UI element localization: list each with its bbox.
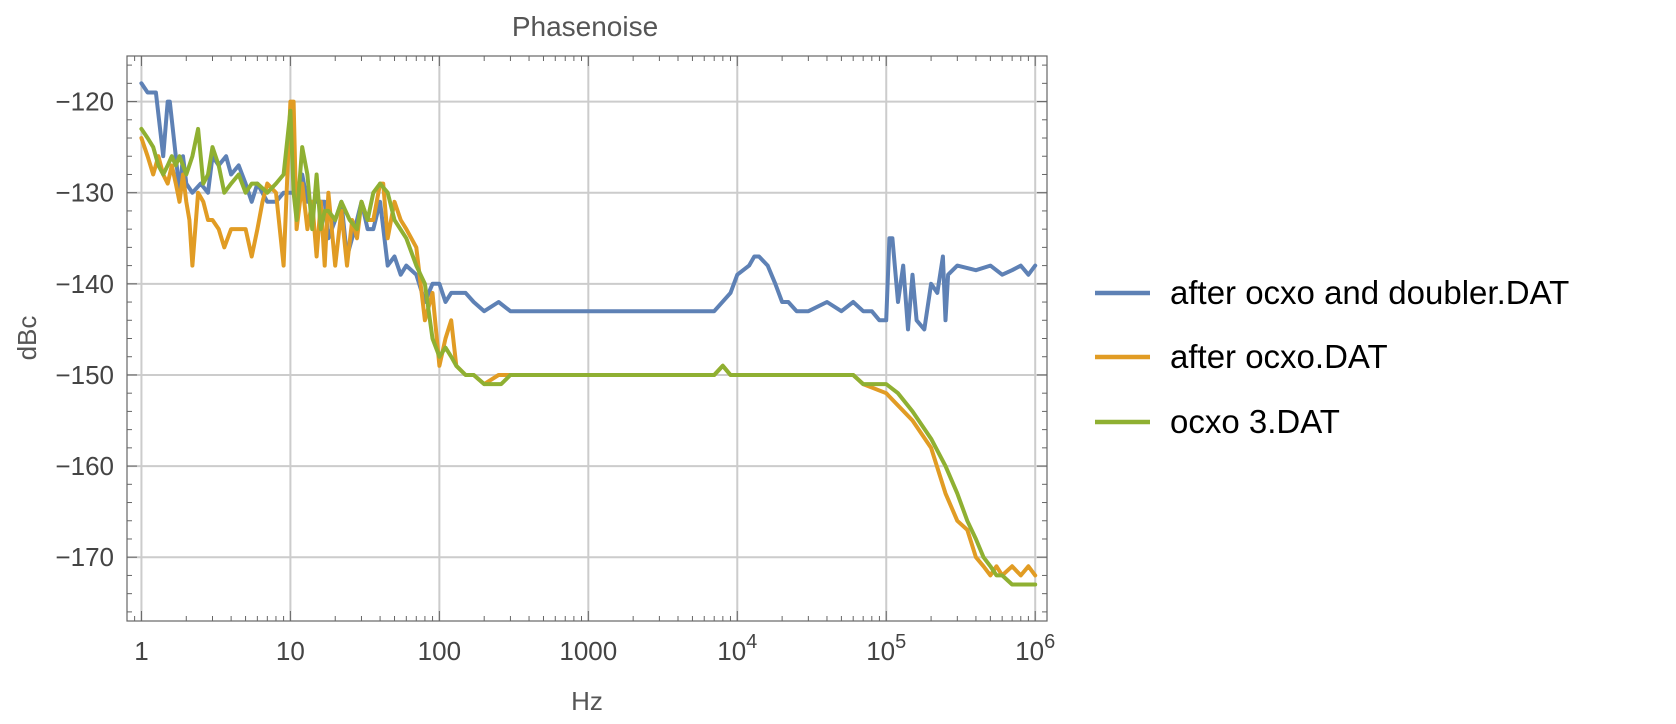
y-tick-labels: −120 −130 −140 −150 −160 −170 <box>55 87 114 573</box>
y-tick-label: −140 <box>55 269 114 299</box>
x-tick-label: 100 <box>418 636 461 666</box>
chart-title: Phasenoise <box>512 11 658 42</box>
x-tick-label: 1000 <box>559 636 617 666</box>
grid-lines <box>127 56 1047 621</box>
legend-label-1: after ocxo.DAT <box>1170 338 1388 375</box>
y-tick-label: −160 <box>55 451 114 481</box>
x-tick-label: 1 <box>134 636 148 666</box>
x-tick-label: 10 <box>276 636 305 666</box>
x-tick-labels: 1 10 100 1000 104 105 106 <box>134 631 1055 666</box>
y-tick-label: −170 <box>55 542 114 572</box>
x-tick-label: 106 <box>1015 631 1055 666</box>
y-tick-label: −150 <box>55 360 114 390</box>
y-axis-label: dBc <box>12 316 42 361</box>
x-tick-label: 104 <box>717 631 757 666</box>
axis-ticks <box>126 56 1047 621</box>
legend-label-2: ocxo 3.DAT <box>1170 403 1340 440</box>
series-line-0 <box>139 81 1038 332</box>
series-lines <box>139 81 1038 587</box>
legend-label-0: after ocxo and doubler.DAT <box>1170 274 1569 311</box>
plot-frame <box>126 55 1048 622</box>
series-line-2 <box>139 108 1038 587</box>
y-tick-label: −120 <box>55 87 114 117</box>
x-axis-label: Hz <box>571 686 603 716</box>
y-tick-label: −130 <box>55 178 114 208</box>
legend: after ocxo and doubler.DAT after ocxo.DA… <box>1095 274 1569 440</box>
x-tick-label: 105 <box>866 631 906 666</box>
